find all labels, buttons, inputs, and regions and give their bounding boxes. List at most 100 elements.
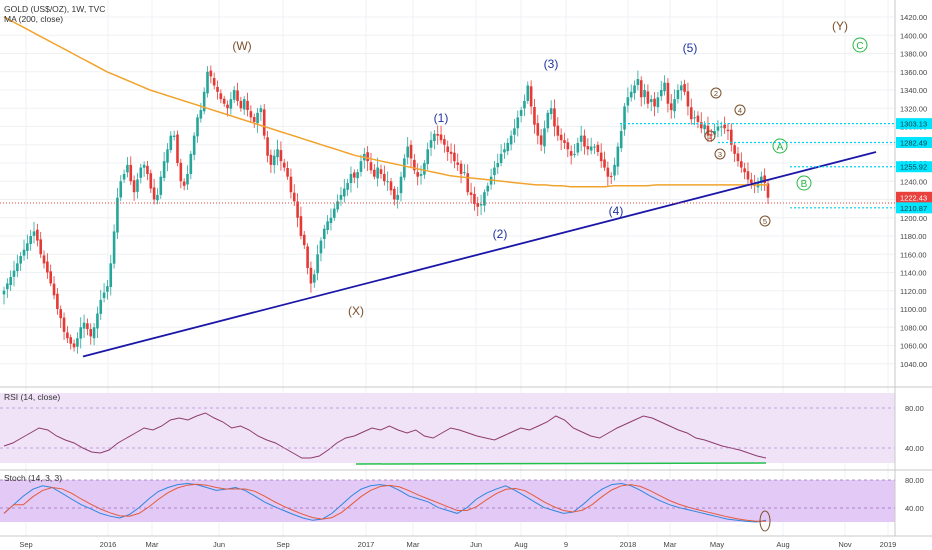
wave-label: (3) xyxy=(544,57,559,71)
wave-label: 2 xyxy=(714,89,718,98)
candle-body xyxy=(439,134,443,141)
candle-body xyxy=(573,153,576,155)
rsi-axis: 80.00 40.00 xyxy=(0,404,924,453)
candle-body xyxy=(119,181,123,198)
candle-body xyxy=(563,140,566,143)
candle-body xyxy=(589,146,593,151)
wave-label-circle xyxy=(852,37,868,53)
candle-body xyxy=(653,98,656,107)
candle-body xyxy=(142,164,146,168)
candle-body xyxy=(62,317,66,332)
candle-body xyxy=(426,149,430,165)
candle-body xyxy=(292,192,296,202)
candle-body xyxy=(229,99,233,109)
candle-body xyxy=(373,169,376,177)
candle-body xyxy=(52,283,56,296)
wave-label: C xyxy=(856,41,863,52)
candle-body xyxy=(596,144,600,153)
candle-body xyxy=(39,239,42,255)
candle-body xyxy=(239,100,243,109)
price-badge xyxy=(896,202,932,214)
candle-body xyxy=(96,313,99,329)
time-axis-label: May xyxy=(710,540,724,549)
candle-body xyxy=(416,172,419,177)
candle-body xyxy=(503,149,506,153)
time-axis-label: 9 xyxy=(564,540,568,549)
candle-body xyxy=(312,274,316,283)
candle-body xyxy=(726,129,730,132)
candle-body xyxy=(379,169,383,174)
candle-body xyxy=(129,164,133,182)
candle-body xyxy=(12,270,16,277)
candle-body xyxy=(182,181,186,186)
candle-body xyxy=(513,128,516,135)
candle-body xyxy=(629,91,633,98)
candle-body xyxy=(136,179,139,192)
candle-body xyxy=(730,129,733,145)
candle-body xyxy=(296,201,299,218)
candle-body xyxy=(149,173,153,189)
wave-label-circle xyxy=(734,104,746,116)
candle-body xyxy=(623,106,626,130)
candle-body xyxy=(676,90,680,100)
candle-body xyxy=(159,176,163,195)
candle-body xyxy=(92,327,96,339)
candle-body xyxy=(423,163,426,175)
candle-body xyxy=(706,125,710,136)
candle-body xyxy=(299,216,303,236)
wave-label: (W) xyxy=(232,39,251,53)
stoch-tick-label: 80.00 xyxy=(905,476,924,485)
candle-body xyxy=(302,234,306,246)
candle-body xyxy=(29,236,32,244)
candle-body xyxy=(479,204,483,206)
price-tick-label: 1060.00 xyxy=(900,342,927,351)
candle-body xyxy=(376,167,379,179)
candle-body xyxy=(760,176,763,184)
wave-label: (X) xyxy=(348,304,364,318)
candle-body xyxy=(242,99,246,110)
stoch-legend: Stoch (14, 3, 3) xyxy=(4,473,62,483)
stoch-band xyxy=(0,480,895,522)
stoch-tick-label: 40.00 xyxy=(905,504,924,513)
ma-legend: MA (200, close) xyxy=(4,14,63,24)
candle-body xyxy=(659,90,663,97)
candle-body xyxy=(82,322,86,329)
time-axis-label: Sep xyxy=(276,540,289,549)
time-axis-label: Mar xyxy=(664,540,677,549)
candle-body xyxy=(459,163,463,174)
candle-body xyxy=(289,176,293,193)
candle-body xyxy=(206,71,209,94)
wave-label-circle xyxy=(714,148,726,160)
candle-body xyxy=(252,117,256,122)
candle-body xyxy=(436,134,440,136)
wave-label-circle xyxy=(710,87,722,99)
price-tick-label: 1040.00 xyxy=(900,360,927,369)
candle-body xyxy=(282,162,286,168)
ascending-trendline[interactable] xyxy=(82,151,877,358)
candle-body xyxy=(383,173,386,182)
candle-body xyxy=(719,126,723,128)
candle-body xyxy=(329,217,333,224)
price-badge xyxy=(896,191,932,203)
candle-body xyxy=(256,112,259,124)
candle-body xyxy=(152,187,156,200)
candle-body xyxy=(262,109,266,136)
candle-body xyxy=(523,100,526,109)
candle-body xyxy=(529,86,533,107)
rsi-support-line xyxy=(355,462,767,465)
price-tick-label: 1080.00 xyxy=(900,323,927,332)
time-axis-label: Sep xyxy=(19,540,32,549)
candle-body xyxy=(693,117,696,119)
candle-body xyxy=(633,85,636,94)
candle-body xyxy=(679,85,683,91)
candle-body xyxy=(356,172,359,179)
price-tick-label: 1340.00 xyxy=(900,86,927,95)
price-tick-label: 1400.00 xyxy=(900,31,927,40)
candle-body xyxy=(736,153,740,162)
candle-body xyxy=(132,180,136,193)
candle-body xyxy=(646,91,650,104)
candle-body xyxy=(569,151,573,156)
candle-body xyxy=(219,93,223,100)
price-tick-label: 1100.00 xyxy=(900,305,927,314)
